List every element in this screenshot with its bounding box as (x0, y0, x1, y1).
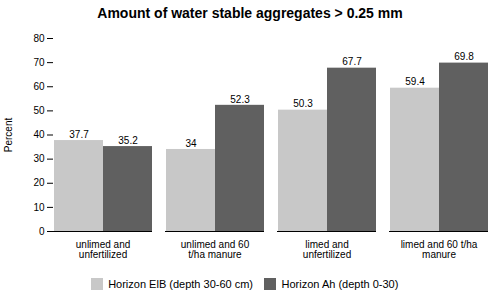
svg-text:60: 60 (33, 81, 45, 92)
html-text:Horizon Ah (depth 0-30): Horizon Ah (depth 0-30) (281, 277, 399, 290)
svg-text:limed andunfertilized: limed andunfertilized (303, 239, 351, 260)
svg-text:37.7: 37.7 (69, 129, 89, 140)
svg-text:50: 50 (33, 105, 45, 116)
svg-text:70: 70 (33, 57, 45, 68)
svg-text:unlimed and 60t/ha manure: unlimed and 60t/ha manure (181, 239, 250, 260)
svg-text:80: 80 (33, 33, 45, 44)
svg-text:Percent: Percent (3, 118, 14, 153)
svg-text:40: 40 (33, 129, 45, 140)
svg-text:34: 34 (185, 138, 197, 149)
svg-text:35.2: 35.2 (118, 135, 138, 146)
html-text:Horizon ElB (depth 30-60 cm): Horizon ElB (depth 30-60 cm) (108, 277, 253, 290)
html-text:Amount of water stable aggrega: Amount of water stable aggregates > 0.25… (97, 5, 403, 21)
svg-text:limed and 60 t/hamanure: limed and 60 t/hamanure (401, 239, 478, 260)
svg-text:0: 0 (39, 226, 45, 237)
svg-text:67.7: 67.7 (342, 56, 362, 67)
svg-text:20: 20 (33, 177, 45, 188)
svg-text:10: 10 (33, 202, 45, 213)
svg-text:unlimed andunfertilized: unlimed andunfertilized (76, 239, 130, 260)
svg-text:59.4: 59.4 (405, 76, 425, 87)
svg-text:52.3: 52.3 (230, 94, 250, 105)
svg-text:69.8: 69.8 (454, 51, 474, 62)
svg-text:50.3: 50.3 (293, 98, 313, 109)
svg-text:30: 30 (33, 153, 45, 164)
